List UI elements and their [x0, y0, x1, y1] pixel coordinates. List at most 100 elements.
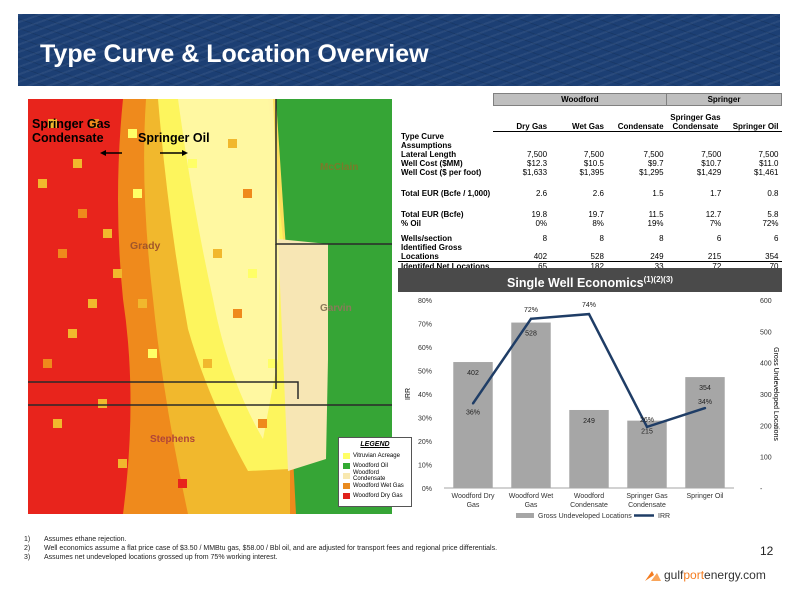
x-tick-label: Woodford: [574, 493, 604, 500]
bar-data-label: 249: [583, 418, 595, 425]
acreage-block: [158, 429, 167, 438]
acreage-block: [203, 359, 212, 368]
legend-swatch-oil: [343, 463, 350, 469]
y-tick-label: 20%: [418, 439, 432, 446]
y2-axis-label: Gross Undeveloped Locations: [772, 347, 779, 441]
table-row: % Oil 0% 8% 19% 7% 72%: [398, 219, 782, 228]
acreage-block: [268, 359, 277, 368]
x-tick-label: Condensate: [570, 502, 608, 509]
acreage-block: [58, 249, 67, 258]
table-cell: $1,461: [754, 167, 779, 177]
irr-data-label: 34%: [698, 399, 712, 406]
acreage-block: [128, 129, 137, 138]
footnote-text: Well economics assume a flat price case …: [44, 545, 498, 552]
row-label: Well Cost ($MM): [401, 158, 463, 168]
y2-tick-label: 400: [760, 361, 772, 368]
table-cell: 0%: [535, 218, 548, 228]
table-cell: 215: [707, 251, 722, 261]
x-tick-label: Woodford Dry: [451, 493, 495, 500]
group-header-springer: Springer: [666, 93, 782, 106]
footnote-text: Assumes net undeveloped locations grosse…: [44, 554, 278, 561]
irr-line: [471, 312, 706, 429]
legend-label: Woodford Dry Gas: [353, 493, 403, 499]
table-cell: 8: [659, 233, 664, 243]
acreage-map: [28, 99, 392, 514]
footnote-number: 1): [24, 536, 31, 543]
column-header: Wet Gas: [550, 105, 607, 132]
economics-footnote-refs: (1)(2)(3): [643, 275, 673, 284]
acreage-block: [148, 349, 157, 358]
acreage-block: [258, 419, 267, 428]
y2-tick-label: 200: [760, 423, 772, 430]
row-label: Wells/section: [401, 233, 452, 243]
company-logo: gulfportenergy.com: [645, 568, 766, 582]
row-label: Total EUR (Bcfe / 1,000): [401, 188, 491, 198]
column-header: Springer Oil: [724, 105, 782, 132]
row-label: Total EUR (Bcfe): [401, 209, 464, 219]
acreage-block: [38, 179, 47, 188]
footnote-number: 3): [24, 554, 31, 561]
table-row: Total EUR (Bcfe) 19.8 19.7 11.5 12.7 5.8: [398, 210, 782, 219]
table-cell: 12.7: [705, 209, 722, 219]
y-tick-label: 40%: [418, 392, 432, 399]
legend-label: Woodford Wet Gas: [353, 483, 404, 489]
footnote: 2) Well economics assume a flat price ca…: [24, 544, 497, 553]
legend-label: Woodford Oil: [353, 463, 388, 469]
acreage-block: [213, 249, 222, 258]
table-column-header-row: Dry Gas Wet Gas Condensate Springer Gas …: [398, 105, 782, 132]
section-label: Type Curve Assumptions: [401, 131, 452, 150]
acreage-block: [78, 209, 87, 218]
table-row: Wells/section 8 8 8 6 6: [398, 234, 782, 243]
legend-item: Woodford Dry Gas: [343, 491, 407, 501]
footnote: 3) Assumes net undeveloped locations gro…: [24, 553, 497, 562]
economics-header: Single Well Economics(1)(2)(3): [398, 268, 782, 292]
map-label-garvin: Garvin: [320, 303, 352, 314]
x-tick-label: Gas: [467, 502, 480, 509]
bar-data-label: 354: [699, 385, 711, 392]
table-cell: $1,429: [696, 167, 722, 177]
map-label-grady: Grady: [130, 240, 161, 252]
table-cell: 5.8: [767, 209, 779, 219]
page-title: Type Curve & Location Overview: [40, 40, 429, 68]
x-tick-label: Springer Gas: [626, 493, 668, 500]
economics-title: Single Well Economics: [507, 276, 644, 291]
table-row: Well Cost ($MM) $12.3 $10.5 $9.7 $10.7 $…: [398, 159, 782, 168]
acreage-block: [53, 419, 62, 428]
acreage-block: [48, 119, 57, 128]
column-header: Springer Gas Condensate: [666, 105, 725, 132]
x-tick-label: Woodford Wet: [509, 493, 554, 500]
x-tick-label: Gas: [525, 502, 538, 509]
table-cell: 7,500: [701, 149, 722, 159]
table-cell: $1,295: [639, 167, 664, 177]
row-label: Well Cost ($ per foot): [401, 167, 482, 177]
legend-label: Gross Undeveloped Locations: [538, 513, 632, 520]
irr-data-label: 74%: [582, 302, 596, 309]
table-row: Total EUR (Bcfe / 1,000) 2.6 2.6 1.5 1.7…: [398, 189, 782, 198]
legend-swatch-bars: [516, 513, 534, 518]
acreage-block: [73, 159, 82, 168]
acreage-block: [178, 479, 187, 488]
type-curve-table: Woodford Springer Dry Gas Wet Gas Conden…: [398, 93, 782, 272]
bar-data-label: 215: [641, 429, 653, 436]
legend-item: Woodford Oil: [343, 461, 407, 471]
irr-data-label: 26%: [640, 417, 654, 424]
irr-point: [587, 312, 591, 316]
map-label-springer-oil: Springer Oil: [138, 131, 210, 145]
table-cell: 402: [533, 251, 548, 261]
footnote: 1) Assumes ethane rejection.: [24, 535, 497, 544]
table-cell: 11.5: [648, 209, 664, 219]
y-axis-label: IRR: [405, 388, 412, 400]
page-number: 12: [760, 544, 774, 558]
table-row: Well Cost ($ per foot) $1,633 $1,395 $1,…: [398, 168, 782, 177]
table-cell: 19.8: [531, 209, 548, 219]
table-section-row: Type Curve Assumptions: [398, 132, 782, 150]
footnotes: 1) Assumes ethane rejection. 2) Well eco…: [24, 535, 497, 562]
legend-swatch-vitruvian: [343, 453, 350, 459]
y2-tick-label: 500: [760, 329, 772, 336]
table-cell: 528: [590, 251, 604, 261]
x-tick-label: Condensate: [628, 502, 666, 509]
irr-point: [529, 317, 533, 320]
table-cell: 354: [765, 251, 779, 261]
table-cell: $1,633: [522, 167, 548, 177]
map-arrows: [100, 150, 188, 156]
